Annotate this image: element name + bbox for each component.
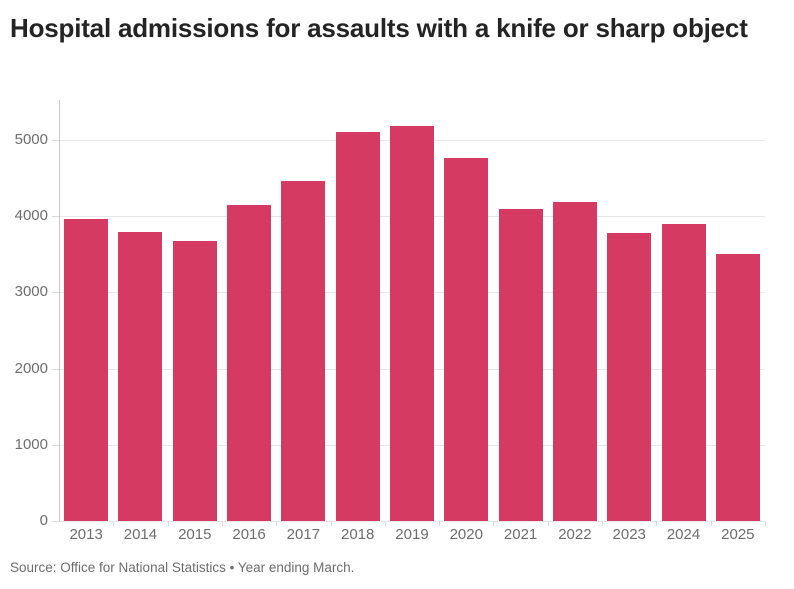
y-axis-line [59, 100, 60, 521]
x-axis-tick [765, 521, 766, 526]
x-axis-label-2016: 2016 [232, 526, 266, 543]
x-axis-label-2025: 2025 [721, 526, 755, 543]
x-axis-tick [493, 521, 495, 526]
bar-2021 [498, 209, 543, 521]
bar-2025 [715, 254, 760, 521]
chart-title: Hospital admissions for assaults with a … [10, 13, 748, 43]
x-axis-label-2014: 2014 [123, 526, 158, 543]
x-axis-tick [439, 521, 441, 526]
x-axis-tick [656, 521, 658, 526]
x-axis-tick [384, 521, 386, 526]
x-axis-label-2020: 2020 [449, 526, 483, 543]
x-axis-label-2017: 2017 [286, 526, 321, 543]
y-axis-tick-3000 [52, 292, 59, 294]
x-axis-label-2021: 2021 [503, 526, 538, 543]
bar-2015 [172, 241, 217, 521]
y-axis-label: 2000 [14, 359, 48, 377]
bar-2016 [227, 205, 272, 521]
x-axis-label-2022: 2022 [558, 526, 592, 543]
y-axis-tick-1000 [52, 444, 59, 446]
y-axis-label: 0 [39, 512, 48, 529]
x-axis-label-2015: 2015 [178, 526, 212, 543]
x-axis-tick [330, 521, 332, 526]
y-axis-label: 1000 [14, 435, 48, 453]
y-axis-label: 5000 [14, 131, 48, 148]
y-axis-label: 4000 [14, 207, 48, 225]
bar-2018 [335, 132, 380, 521]
x-axis-tick [167, 521, 169, 526]
bar-2019 [390, 126, 434, 521]
y-axis-tick-4000 [52, 216, 59, 218]
bar-2014 [118, 232, 163, 521]
x-axis-label-2013: 2013 [69, 526, 103, 543]
y-axis-label: 3000 [14, 283, 48, 301]
x-axis-label-2018: 2018 [340, 526, 375, 543]
x-axis-tick [710, 521, 712, 526]
bar-2013 [64, 219, 109, 521]
bar-2020 [444, 158, 489, 521]
x-axis-tick [276, 521, 278, 526]
x-axis-tick [547, 521, 549, 526]
y-axis-tick-5000 [52, 140, 59, 141]
x-axis-tick [602, 521, 604, 526]
x-axis-label-2024: 2024 [666, 526, 701, 543]
x-axis-tick [221, 521, 223, 526]
y-axis-tick-2000 [52, 368, 59, 370]
x-axis-tick [113, 521, 115, 526]
x-axis-label-2023: 2023 [612, 526, 646, 543]
bar-2023 [607, 233, 652, 521]
bar-2022 [552, 202, 597, 521]
bar-2024 [661, 224, 706, 521]
bar-2017 [281, 181, 326, 521]
source-note: Source: Office for National Statistics •… [10, 560, 355, 575]
y-axis-tick-0 [52, 521, 59, 522]
x-axis-label-2019: 2019 [395, 526, 429, 543]
gridline-0 [59, 521, 765, 522]
